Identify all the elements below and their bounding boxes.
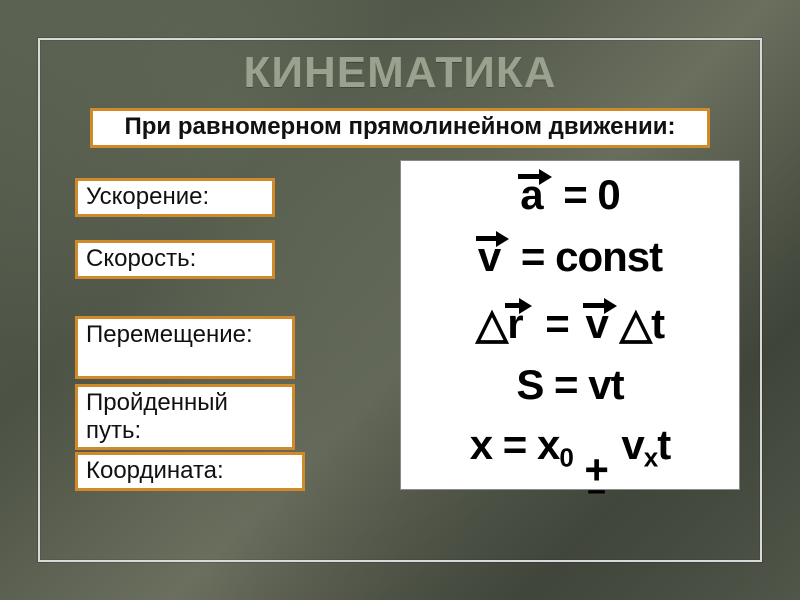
coord-lhs: x = x: [470, 421, 560, 468]
formula-panel: a = 0 v = const △r = v△t S = vt x = x0 +…: [400, 160, 740, 490]
coord-vx: v: [621, 421, 643, 468]
subtitle-box: При равномерном прямолинейном движении:: [90, 108, 710, 148]
minus-sign: –: [584, 474, 609, 508]
vector-v: v: [478, 233, 500, 281]
eq-sign: =: [535, 300, 580, 347]
delta-2: △: [620, 300, 651, 347]
delta-1: △: [476, 300, 507, 347]
vector-a: a: [520, 171, 542, 219]
slide-title: КИНЕМАТИКА: [0, 48, 800, 98]
vector-r: r: [507, 300, 522, 348]
coord-t: t: [657, 421, 670, 468]
formula-displacement: △r = v△t: [401, 299, 739, 348]
label-acceleration: Ускорение:: [75, 178, 275, 217]
vector-v2: v: [585, 300, 607, 348]
coord-sub0: 0: [559, 442, 572, 472]
formula-path: S = vt: [401, 361, 739, 409]
slide-root: КИНЕМАТИКА При равномерном прямолинейном…: [0, 0, 800, 600]
formula-acceleration: a = 0: [401, 171, 739, 219]
coord-subx: x: [644, 442, 657, 472]
formula-velocity-rhs: = const: [521, 233, 662, 280]
formula-velocity: v = const: [401, 233, 739, 281]
label-displacement: Перемещение:: [75, 316, 295, 379]
t-1: t: [651, 300, 664, 347]
label-coordinate: Координата:: [75, 452, 305, 491]
label-velocity: Скорость:: [75, 240, 275, 279]
formula-acceleration-rhs: = 0: [563, 171, 620, 218]
label-path: Пройденный путь:: [75, 384, 295, 450]
formula-coordinate: x = x0 + – vxt: [401, 421, 739, 473]
